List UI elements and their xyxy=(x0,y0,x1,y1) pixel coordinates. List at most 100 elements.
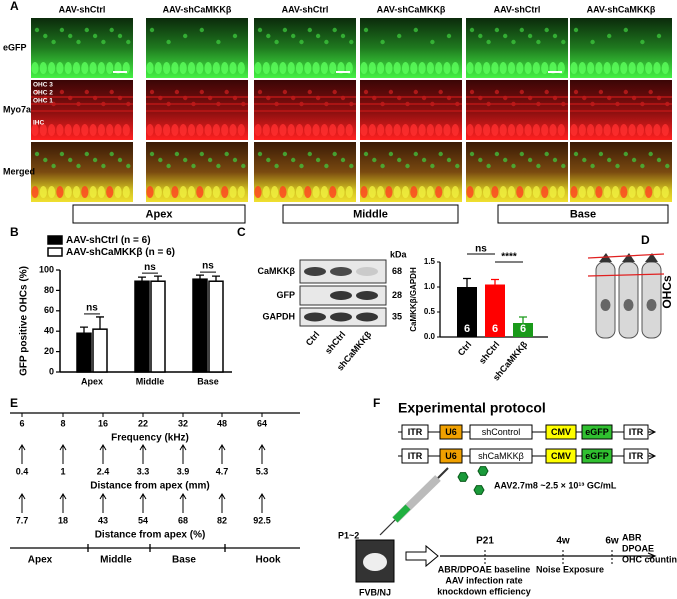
significance-label: ns xyxy=(86,303,98,314)
construct-label: eGFP xyxy=(585,451,609,461)
cell xyxy=(469,151,475,157)
construct-label: ITR xyxy=(629,451,644,461)
cell xyxy=(279,186,287,198)
cell xyxy=(430,39,435,45)
bar xyxy=(192,278,208,373)
cell xyxy=(196,124,204,136)
mouse xyxy=(363,553,387,571)
cell xyxy=(39,186,47,198)
bar xyxy=(92,328,108,373)
cell xyxy=(34,89,40,95)
cell xyxy=(544,27,549,33)
cell xyxy=(229,124,237,136)
arrow xyxy=(218,444,226,464)
cell xyxy=(645,62,653,74)
error-bar xyxy=(80,326,88,334)
x-tick-label: Apex xyxy=(81,376,103,386)
cell xyxy=(64,186,72,198)
cell xyxy=(401,186,410,198)
cell xyxy=(549,186,557,198)
cell xyxy=(262,186,270,198)
cell xyxy=(478,157,483,163)
cell xyxy=(541,124,549,136)
scale-label: Distance from apex (mm) xyxy=(90,481,209,492)
cell xyxy=(636,124,645,136)
cell xyxy=(207,157,213,163)
stereocilia xyxy=(645,253,658,262)
cell xyxy=(51,39,56,45)
scale-value: 4.7 xyxy=(216,466,229,476)
cell xyxy=(590,39,595,45)
cell xyxy=(282,27,288,33)
cell xyxy=(287,124,295,136)
cell xyxy=(653,124,661,136)
cell xyxy=(620,62,628,74)
scale-value: 48 xyxy=(217,418,227,428)
cell xyxy=(532,124,541,136)
cell xyxy=(345,186,353,198)
arrow xyxy=(139,444,147,464)
cell xyxy=(332,89,337,95)
cell xyxy=(204,186,212,198)
x-tick-label: shCtrl xyxy=(477,339,501,365)
panel-letter: C xyxy=(237,225,246,239)
region-label: Apex xyxy=(146,208,174,220)
cell xyxy=(274,39,279,45)
cell xyxy=(34,27,40,33)
cell xyxy=(499,124,507,136)
cell xyxy=(232,33,238,39)
cell xyxy=(582,157,587,163)
cell xyxy=(199,27,204,33)
error-bar xyxy=(463,277,471,287)
cell xyxy=(59,151,65,157)
legend-swatch xyxy=(47,235,63,245)
cell xyxy=(607,33,612,39)
cell xyxy=(524,62,532,74)
cell xyxy=(385,124,393,136)
cell xyxy=(179,62,187,74)
band-size: 35 xyxy=(392,311,402,321)
cell xyxy=(519,151,524,157)
blot-band xyxy=(330,291,352,300)
cell xyxy=(645,124,653,136)
cell xyxy=(174,151,180,157)
cell xyxy=(494,151,500,157)
cell xyxy=(262,124,270,136)
cell xyxy=(332,151,337,157)
cell xyxy=(426,124,434,136)
cell xyxy=(653,62,661,74)
cell xyxy=(570,186,578,198)
arrow xyxy=(179,493,187,513)
error-bar xyxy=(491,278,499,285)
cell xyxy=(507,124,516,136)
cell xyxy=(590,163,595,169)
cell xyxy=(615,163,620,169)
cell xyxy=(271,62,279,74)
cell xyxy=(578,124,586,136)
cell xyxy=(393,124,401,136)
cell xyxy=(340,157,346,163)
cell xyxy=(126,163,131,169)
cell xyxy=(507,186,516,198)
construct-element xyxy=(401,448,429,464)
cell xyxy=(31,124,39,136)
cell xyxy=(573,151,579,157)
marker-line xyxy=(587,273,665,277)
cell xyxy=(204,124,212,136)
cell xyxy=(146,124,154,136)
significance-label: **** xyxy=(501,252,517,263)
construct-element xyxy=(545,448,577,464)
cell xyxy=(68,33,73,39)
bar xyxy=(485,284,505,337)
cell xyxy=(43,157,48,163)
nucleus xyxy=(623,299,634,311)
cell xyxy=(31,186,39,198)
cell xyxy=(72,124,81,136)
region-label: Apex xyxy=(28,555,53,566)
cell xyxy=(607,157,612,163)
cell xyxy=(474,186,482,198)
cell xyxy=(524,186,532,198)
cell xyxy=(304,62,312,74)
x-tick-label: Middle xyxy=(136,376,165,386)
cell xyxy=(56,186,64,198)
